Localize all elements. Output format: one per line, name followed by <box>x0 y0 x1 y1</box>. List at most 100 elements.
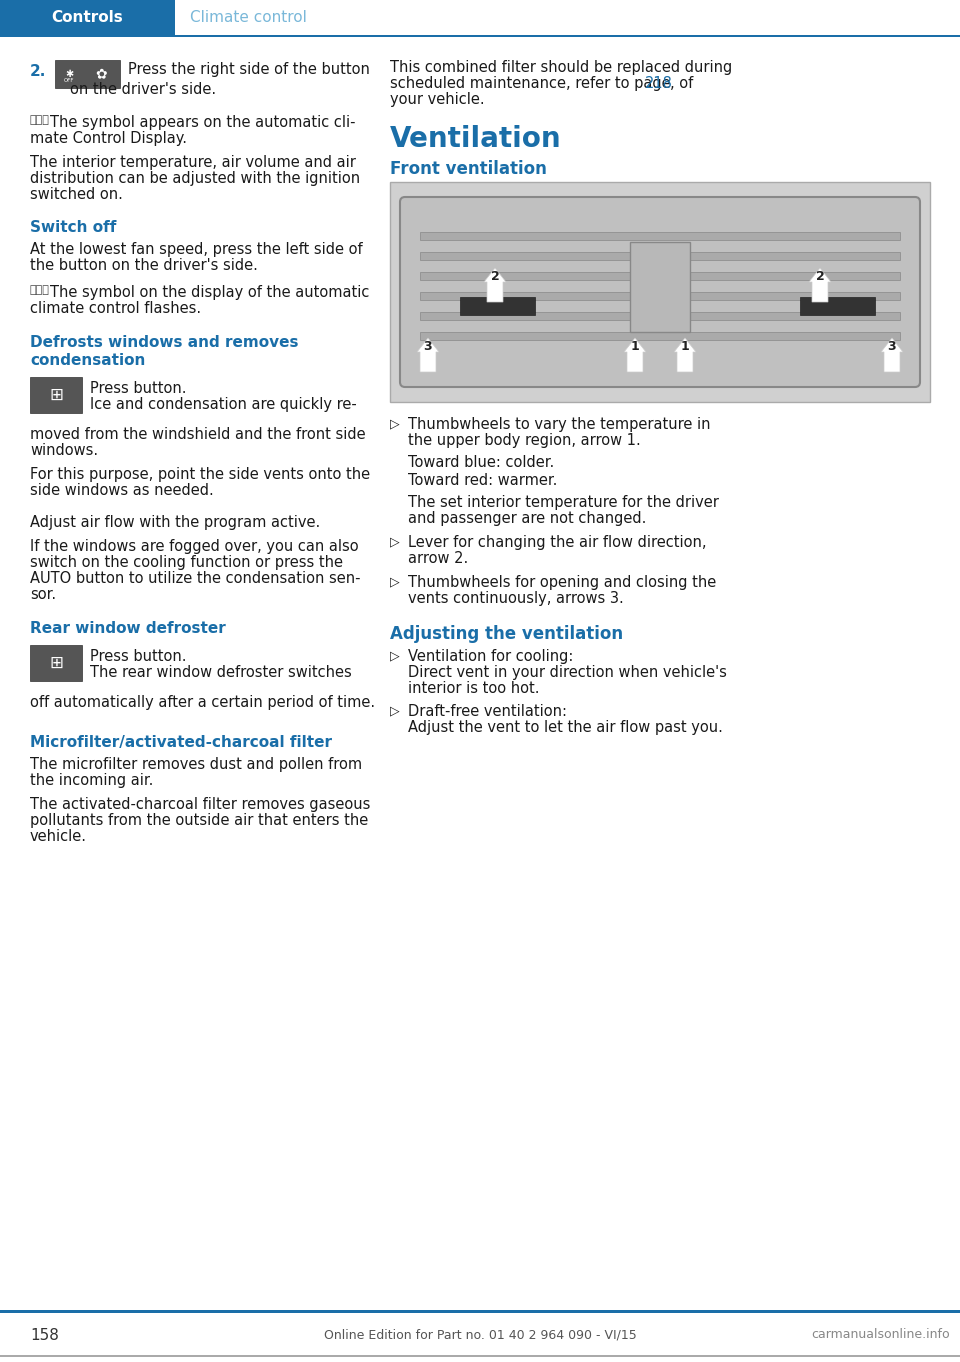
FancyArrow shape <box>674 338 696 372</box>
Text: distribution can be adjusted with the ignition: distribution can be adjusted with the ig… <box>30 172 360 187</box>
Text: Online Edition for Part no. 01 40 2 964 090 - VI/15: Online Edition for Part no. 01 40 2 964 … <box>324 1328 636 1342</box>
Text: ✿: ✿ <box>95 67 107 80</box>
Text: off automatically after a certain period of time.: off automatically after a certain period… <box>30 695 375 710</box>
Text: scheduled maintenance, refer to page: scheduled maintenance, refer to page <box>390 76 675 91</box>
Text: mate Control Display.: mate Control Display. <box>30 131 187 146</box>
Text: ⊞: ⊞ <box>49 654 63 671</box>
Bar <box>0 0 175 35</box>
Text: ꟷꟷꟷ: ꟷꟷꟷ <box>30 285 50 296</box>
Text: vehicle.: vehicle. <box>30 829 87 844</box>
Text: Lever for changing the air flow direction,: Lever for changing the air flow directio… <box>408 535 707 550</box>
FancyArrow shape <box>881 338 903 372</box>
Bar <box>30 377 82 413</box>
Text: carmanualsonline.info: carmanualsonline.info <box>811 1328 950 1342</box>
Text: condensation: condensation <box>30 353 145 368</box>
Text: Direct vent in your direction when vehicle's: Direct vent in your direction when vehic… <box>408 665 727 680</box>
Text: ꟷꟷꟷ: ꟷꟷꟷ <box>30 114 50 125</box>
Text: Adjusting the ventilation: Adjusting the ventilation <box>390 625 623 643</box>
Text: ▷: ▷ <box>390 650 399 662</box>
Text: OFF: OFF <box>63 78 74 83</box>
Bar <box>420 232 900 240</box>
Text: Press button.: Press button. <box>90 381 186 396</box>
Bar <box>800 297 875 315</box>
Text: ▷: ▷ <box>390 417 399 430</box>
Text: Adjust air flow with the program active.: Adjust air flow with the program active. <box>30 515 321 530</box>
Bar <box>420 252 900 260</box>
Text: Toward red: warmer.: Toward red: warmer. <box>408 473 558 488</box>
Text: Thumbwheels for opening and closing the: Thumbwheels for opening and closing the <box>408 575 716 590</box>
Text: arrow 2.: arrow 2. <box>408 552 468 567</box>
Text: ▷: ▷ <box>390 575 399 588</box>
Text: Toward blue: colder.: Toward blue: colder. <box>408 455 554 470</box>
Text: Draft-free ventilation:: Draft-free ventilation: <box>408 704 567 719</box>
Text: the upper body region, arrow 1.: the upper body region, arrow 1. <box>408 433 640 448</box>
Text: Front ventilation: Front ventilation <box>390 159 547 178</box>
Text: AUTO button to utilize the condensation sen-: AUTO button to utilize the condensation … <box>30 571 361 586</box>
Bar <box>420 312 900 320</box>
Bar <box>420 291 900 300</box>
Text: The interior temperature, air volume and air: The interior temperature, air volume and… <box>30 155 356 170</box>
Text: ▷: ▷ <box>390 535 399 548</box>
Text: and passenger are not changed.: and passenger are not changed. <box>408 511 646 526</box>
Text: 1: 1 <box>681 340 689 354</box>
Text: vents continuously, arrows 3.: vents continuously, arrows 3. <box>408 591 624 606</box>
Text: Microfilter/activated-charcoal filter: Microfilter/activated-charcoal filter <box>30 735 332 750</box>
Text: Rear window defroster: Rear window defroster <box>30 621 226 636</box>
Text: Thumbwheels to vary the temperature in: Thumbwheels to vary the temperature in <box>408 417 710 432</box>
Text: ▷: ▷ <box>390 704 399 716</box>
Text: The symbol appears on the automatic cli-: The symbol appears on the automatic cli- <box>50 114 355 129</box>
Text: Switch off: Switch off <box>30 221 116 236</box>
Text: your vehicle.: your vehicle. <box>390 93 485 108</box>
Text: The set interior temperature for the driver: The set interior temperature for the dri… <box>408 494 719 509</box>
Bar <box>390 183 930 402</box>
Text: the incoming air.: the incoming air. <box>30 774 154 789</box>
Text: This combined filter should be replaced during: This combined filter should be replaced … <box>390 60 732 75</box>
Bar <box>420 332 900 340</box>
Text: 2: 2 <box>816 271 825 283</box>
FancyArrow shape <box>624 338 646 372</box>
Text: ⊞: ⊞ <box>49 385 63 405</box>
Text: windows.: windows. <box>30 443 98 458</box>
Text: sor.: sor. <box>30 587 56 602</box>
Text: The rear window defroster switches: The rear window defroster switches <box>90 665 351 680</box>
Bar <box>0 1355 960 1357</box>
Text: Press button.: Press button. <box>90 650 186 665</box>
Bar <box>30 646 82 681</box>
Text: The activated-charcoal filter removes gaseous: The activated-charcoal filter removes ga… <box>30 797 371 812</box>
Bar <box>55 60 120 89</box>
Text: 1: 1 <box>631 340 639 354</box>
Text: ✱: ✱ <box>65 69 73 79</box>
Text: At the lowest fan speed, press the left side of: At the lowest fan speed, press the left … <box>30 242 363 257</box>
Text: Defrosts windows and removes: Defrosts windows and removes <box>30 335 299 350</box>
Text: 158: 158 <box>30 1328 59 1343</box>
Bar <box>0 35 960 37</box>
Text: 3: 3 <box>888 340 897 354</box>
Text: Ice and condensation are quickly re-: Ice and condensation are quickly re- <box>90 396 357 411</box>
Text: pollutants from the outside air that enters the: pollutants from the outside air that ent… <box>30 813 369 828</box>
Text: switch on the cooling function or press the: switch on the cooling function or press … <box>30 554 343 571</box>
Text: switched on.: switched on. <box>30 187 123 202</box>
Text: Ventilation for cooling:: Ventilation for cooling: <box>408 650 573 665</box>
Text: 2.: 2. <box>30 64 46 79</box>
Text: Ventilation: Ventilation <box>390 125 562 153</box>
Text: If the windows are fogged over, you can also: If the windows are fogged over, you can … <box>30 539 359 554</box>
Text: on the driver's side.: on the driver's side. <box>70 82 216 97</box>
Text: 3: 3 <box>423 340 432 354</box>
FancyBboxPatch shape <box>400 197 920 387</box>
Text: For this purpose, point the side vents onto the: For this purpose, point the side vents o… <box>30 467 371 482</box>
Bar <box>460 297 535 315</box>
Text: the button on the driver's side.: the button on the driver's side. <box>30 257 258 272</box>
Text: 2: 2 <box>491 271 499 283</box>
Text: moved from the windshield and the front side: moved from the windshield and the front … <box>30 428 366 443</box>
Text: Adjust the vent to let the air flow past you.: Adjust the vent to let the air flow past… <box>408 720 723 735</box>
Text: The microfilter removes dust and pollen from: The microfilter removes dust and pollen … <box>30 757 362 772</box>
Text: Controls: Controls <box>52 10 124 25</box>
Text: interior is too hot.: interior is too hot. <box>408 681 540 696</box>
Text: side windows as needed.: side windows as needed. <box>30 484 214 498</box>
Text: Press the right side of the button: Press the right side of the button <box>128 63 370 78</box>
Text: Climate control: Climate control <box>190 10 307 25</box>
Text: climate control flashes.: climate control flashes. <box>30 301 202 316</box>
Text: The symbol on the display of the automatic: The symbol on the display of the automat… <box>50 285 370 300</box>
Text: , of: , of <box>670 76 693 91</box>
FancyArrow shape <box>809 268 831 302</box>
